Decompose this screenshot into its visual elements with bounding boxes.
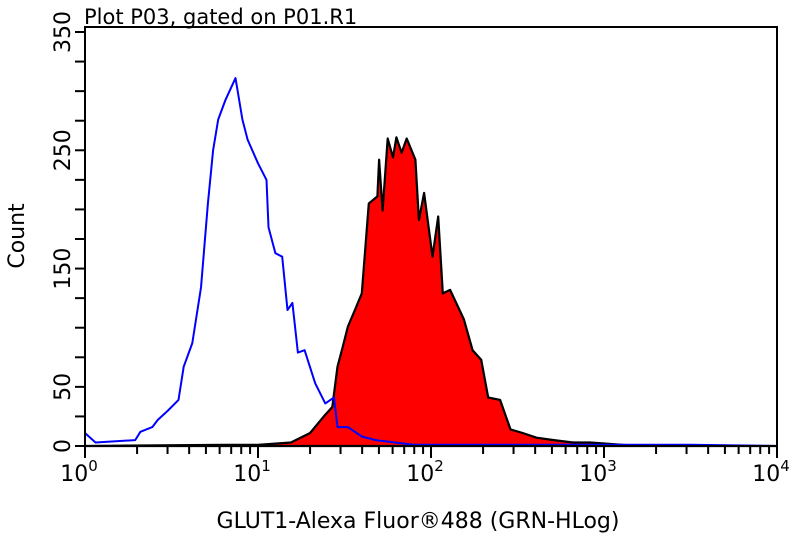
tick-base: 10 [233,462,261,487]
tick-exponent: 3 [607,457,617,475]
y-tick-label: 350 [51,11,76,53]
plot-area [83,77,779,448]
x-tick-label: 100 [60,457,98,487]
tick-base: 10 [579,462,607,487]
y-tick-label: 250 [51,129,76,171]
tick-exponent: 2 [434,457,444,475]
y-axis-label: Count [5,203,30,269]
y-tick-label: 50 [51,373,76,401]
x-tick-label: 104 [752,457,790,487]
x-tick-label: 102 [406,457,444,487]
chart-title: Plot P03, gated on P01.R1 [84,5,357,29]
x-axis-label: GLUT1-Alexa Fluor®488 (GRN-HLog) [217,509,620,534]
x-tick-label: 103 [579,457,617,487]
tick-base: 10 [60,462,88,487]
tick-base: 10 [752,462,780,487]
sample-histogram [83,136,779,448]
tick-base: 10 [406,462,434,487]
tick-exponent: 1 [261,457,271,475]
control-histogram-line [84,77,778,447]
x-tick-label: 101 [233,457,271,487]
y-tick-label: 150 [51,248,76,290]
tick-exponent: 4 [780,457,790,475]
tick-exponent: 0 [88,457,98,475]
y-tick-label: 0 [51,439,76,453]
